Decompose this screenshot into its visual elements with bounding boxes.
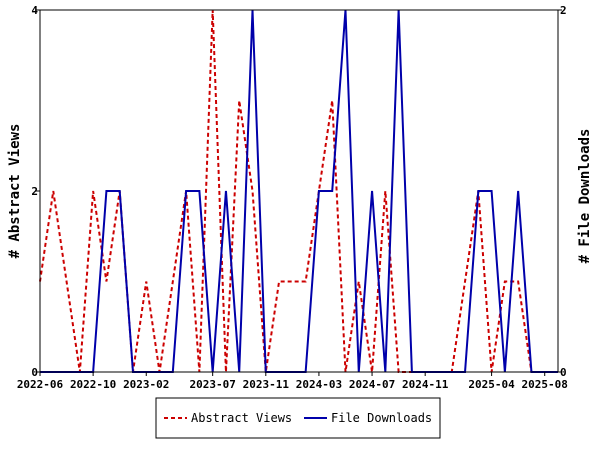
y-right-tick-label: 2 — [560, 4, 567, 17]
x-tick-label: 2024-03 — [296, 378, 342, 391]
x-tick-label: 2023-11 — [243, 378, 290, 391]
data-point-abstract-views-2024-04 — [331, 99, 334, 102]
data-point-file-downloads-2023-08 — [224, 190, 227, 193]
y-left-axis-title: # Abstract Views — [7, 124, 23, 259]
data-point-file-downloads-2024-03 — [317, 190, 320, 193]
legend-label-file-downloads: File Downloads — [331, 411, 432, 425]
data-point-abstract-views-2022-10 — [92, 190, 95, 193]
data-point-abstract-views-2025-02 — [464, 280, 467, 283]
data-point-abstract-views-2023-10 — [251, 190, 254, 193]
data-point-abstract-views-2022-07 — [52, 190, 55, 193]
x-tick-label: 2022-06 — [17, 378, 64, 391]
data-point-abstract-views-2023-12 — [278, 280, 281, 283]
data-point-abstract-views-2025-06 — [517, 280, 520, 283]
x-tick-label: 2023-07 — [189, 378, 235, 391]
data-point-abstract-views-2024-08 — [384, 190, 387, 193]
data-point-file-downloads-2025-04 — [490, 190, 493, 193]
data-point-abstract-views-2023-04 — [171, 280, 174, 283]
legend-box — [155, 397, 441, 439]
y-right-tick-label: 0 — [560, 366, 567, 379]
x-tick-label: 2022-10 — [70, 378, 116, 391]
x-tick-label: 2024-07 — [349, 378, 395, 391]
y-right-axis-title: # File Downloads — [577, 129, 593, 264]
y-left-tick-label: 2 — [31, 185, 38, 198]
data-point-abstract-views-2022-11 — [105, 280, 108, 283]
data-point-abstract-views-2024-06 — [357, 280, 360, 283]
legend-label-abstract-views: Abstract Views — [191, 411, 292, 425]
x-tick-label: 2025-04 — [468, 378, 515, 391]
y-left-tick-label: 0 — [31, 366, 38, 379]
legend: Abstract Views File Downloads — [155, 397, 441, 439]
data-point-abstract-views-2024-02 — [304, 280, 307, 283]
data-point-file-downloads-2022-11 — [105, 190, 108, 193]
data-point-file-downloads-2022-12 — [118, 190, 121, 193]
x-tick-label: 2023-02 — [123, 378, 169, 391]
data-point-file-downloads-2023-06 — [198, 190, 201, 193]
y-left-tick-label: 4 — [31, 4, 38, 17]
data-point-abstract-views-2025-05 — [503, 280, 506, 283]
x-tick-label: 2025-08 — [522, 378, 568, 391]
data-point-file-downloads-2025-06 — [517, 190, 520, 193]
data-point-file-downloads-2025-03 — [477, 190, 480, 193]
data-point-abstract-views-2023-09 — [238, 99, 241, 102]
data-point-file-downloads-2024-04 — [331, 190, 334, 193]
data-point-file-downloads-2024-07 — [371, 190, 374, 193]
data-point-abstract-views-2023-02 — [145, 280, 148, 283]
data-point-abstract-views-2022-08 — [65, 280, 68, 283]
x-tick-label: 2024-11 — [402, 378, 449, 391]
data-point-abstract-views-2024-01 — [291, 280, 294, 283]
data-point-file-downloads-2023-05 — [185, 190, 188, 193]
